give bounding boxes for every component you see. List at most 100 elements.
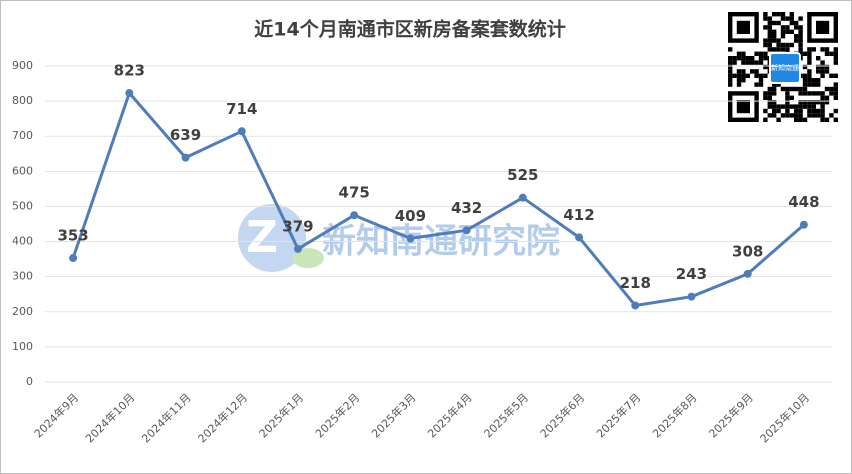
qr-module — [758, 73, 764, 78]
qr-module — [820, 47, 825, 52]
data-label: 475 — [339, 184, 370, 202]
qr-module — [741, 56, 746, 61]
qr-module — [780, 47, 786, 52]
qr-module — [833, 91, 838, 96]
qr-module — [767, 100, 772, 105]
y-tick-label: 700 — [12, 129, 33, 142]
qr-module — [772, 113, 777, 118]
qr-module — [816, 91, 821, 96]
qr-module — [736, 82, 742, 87]
qr-module — [820, 108, 825, 114]
point — [293, 244, 302, 253]
qr-module — [820, 69, 825, 74]
qr-module — [807, 73, 812, 78]
qr-module — [741, 51, 746, 56]
data-label: 409 — [395, 207, 426, 225]
qr-module — [785, 104, 790, 109]
y-tick-label: 600 — [12, 164, 33, 177]
qr-module — [824, 95, 830, 100]
qr-module — [772, 108, 777, 114]
qr-module — [763, 38, 768, 43]
qr-module — [811, 108, 816, 114]
qr-module — [820, 60, 825, 65]
qr-module — [763, 51, 768, 56]
qr-module — [820, 113, 825, 118]
y-tick-label: 300 — [12, 270, 33, 283]
qr-module — [789, 95, 794, 100]
qr-module — [824, 64, 830, 70]
qr-module — [824, 117, 830, 122]
qr-label: 新知南通 — [771, 63, 799, 72]
qr-module — [807, 69, 812, 74]
qr-module — [785, 86, 790, 92]
qr-module — [741, 69, 746, 74]
qr-module — [794, 25, 799, 30]
qr-module — [780, 25, 786, 30]
qr-module — [780, 86, 786, 92]
qr-module — [754, 73, 759, 78]
qr-module — [802, 78, 808, 83]
y-tick-label: 500 — [12, 199, 33, 212]
qr-module — [785, 100, 790, 105]
qr-module — [772, 104, 777, 109]
qr-module — [802, 51, 808, 56]
qr-module — [789, 29, 794, 34]
data-label: 432 — [451, 199, 482, 217]
qr-module — [785, 25, 790, 30]
qr-module — [807, 82, 812, 87]
qr-module — [820, 95, 825, 100]
qr-module — [824, 69, 830, 74]
qr-module — [732, 73, 737, 78]
qr-module — [816, 108, 821, 114]
qr-module — [794, 34, 799, 39]
qr-module — [807, 47, 812, 52]
qr-module — [763, 16, 768, 21]
qr-module — [816, 113, 821, 118]
qr-module — [794, 104, 799, 109]
qr-module — [776, 82, 781, 87]
data-label: 639 — [170, 126, 201, 144]
qr-module — [789, 20, 794, 26]
qr-module — [750, 69, 755, 74]
qr-module — [741, 78, 746, 83]
qr-logo — [769, 52, 801, 84]
data-label: 448 — [788, 193, 819, 211]
qr-module — [794, 20, 799, 26]
data-label: 714 — [226, 100, 257, 118]
qr-module — [807, 78, 812, 83]
qr-module — [798, 100, 803, 105]
qr-module — [794, 86, 799, 92]
qr-module — [820, 117, 825, 122]
qr-module — [798, 108, 803, 114]
y-tick-label: 900 — [12, 59, 33, 72]
qr-module — [816, 69, 821, 74]
qr-module — [816, 82, 821, 87]
qr-module — [829, 51, 834, 56]
qr-module — [833, 60, 838, 65]
watermark-leaf — [292, 248, 324, 268]
qr-module — [785, 113, 790, 118]
data-label: 525 — [507, 166, 538, 184]
qr-module — [798, 51, 803, 56]
data-label: 308 — [732, 242, 763, 260]
qr-module — [767, 16, 772, 21]
point — [575, 233, 584, 242]
qr-module — [829, 73, 834, 78]
qr-module — [789, 42, 794, 48]
qr-module — [763, 56, 768, 61]
qr-module — [833, 51, 838, 56]
qr-module — [833, 108, 838, 114]
qr-module — [785, 47, 790, 52]
qr-module — [816, 100, 821, 105]
qr-module — [767, 34, 772, 39]
qr-module — [811, 82, 816, 87]
qr-module — [736, 56, 742, 61]
qr-module — [802, 73, 808, 78]
qr-module — [767, 91, 772, 96]
point — [125, 89, 134, 98]
point — [181, 153, 190, 162]
qr-module — [785, 91, 790, 96]
qr-module — [802, 86, 808, 92]
qr-module — [798, 104, 803, 109]
